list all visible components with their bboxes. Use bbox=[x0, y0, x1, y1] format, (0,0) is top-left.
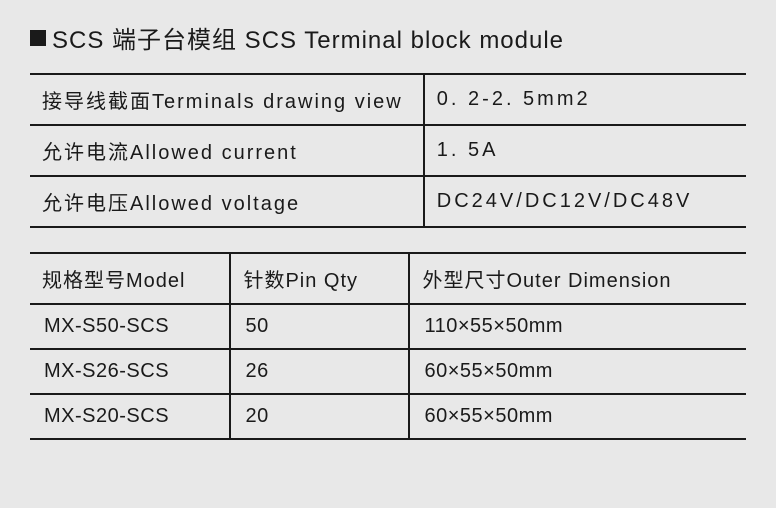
header-pinqty: 针数Pin Qty bbox=[230, 253, 409, 304]
cell-pinqty: 20 bbox=[230, 394, 409, 439]
spec-label: 允许电流Allowed current bbox=[30, 125, 424, 176]
cell-model: MX-S26-SCS bbox=[30, 349, 230, 394]
spec-label: 接导线截面Terminals drawing view bbox=[30, 74, 424, 125]
table-header-row: 规格型号Model 针数Pin Qty 外型尺寸Outer Dimension bbox=[30, 253, 746, 304]
title-text: SCS 端子台模组 SCS Terminal block module bbox=[52, 20, 564, 55]
table-row: 允许电流Allowed current 1. 5A bbox=[30, 125, 746, 176]
cell-pinqty: 26 bbox=[230, 349, 409, 394]
cell-pinqty: 50 bbox=[230, 304, 409, 349]
page-title: SCS 端子台模组 SCS Terminal block module bbox=[30, 20, 746, 55]
table-row: 接导线截面Terminals drawing view 0. 2-2. 5mm2 bbox=[30, 74, 746, 125]
header-model: 规格型号Model bbox=[30, 253, 230, 304]
bullet-icon bbox=[30, 30, 46, 46]
spec-label: 允许电压Allowed voltage bbox=[30, 176, 424, 227]
spec-value: 1. 5A bbox=[437, 139, 499, 161]
table-row: 允许电压Allowed voltage DC24V/DC12V/DC48V bbox=[30, 176, 746, 227]
model-table: 规格型号Model 针数Pin Qty 外型尺寸Outer Dimension … bbox=[30, 252, 746, 440]
cell-model: MX-S20-SCS bbox=[30, 394, 230, 439]
spec-value: DC24V/DC12V/DC48V bbox=[437, 190, 693, 212]
cell-dimension: 110×55×50mm bbox=[409, 304, 746, 349]
table-row: MX-S50-SCS 50 110×55×50mm bbox=[30, 304, 746, 349]
cell-model: MX-S50-SCS bbox=[30, 304, 230, 349]
spec-value: 0. 2-2. 5mm2 bbox=[437, 88, 591, 110]
spec-table: 接导线截面Terminals drawing view 0. 2-2. 5mm2… bbox=[30, 73, 746, 228]
table-row: MX-S20-SCS 20 60×55×50mm bbox=[30, 394, 746, 439]
cell-dimension: 60×55×50mm bbox=[409, 349, 746, 394]
table-row: MX-S26-SCS 26 60×55×50mm bbox=[30, 349, 746, 394]
cell-dimension: 60×55×50mm bbox=[409, 394, 746, 439]
header-dimension: 外型尺寸Outer Dimension bbox=[409, 253, 746, 304]
